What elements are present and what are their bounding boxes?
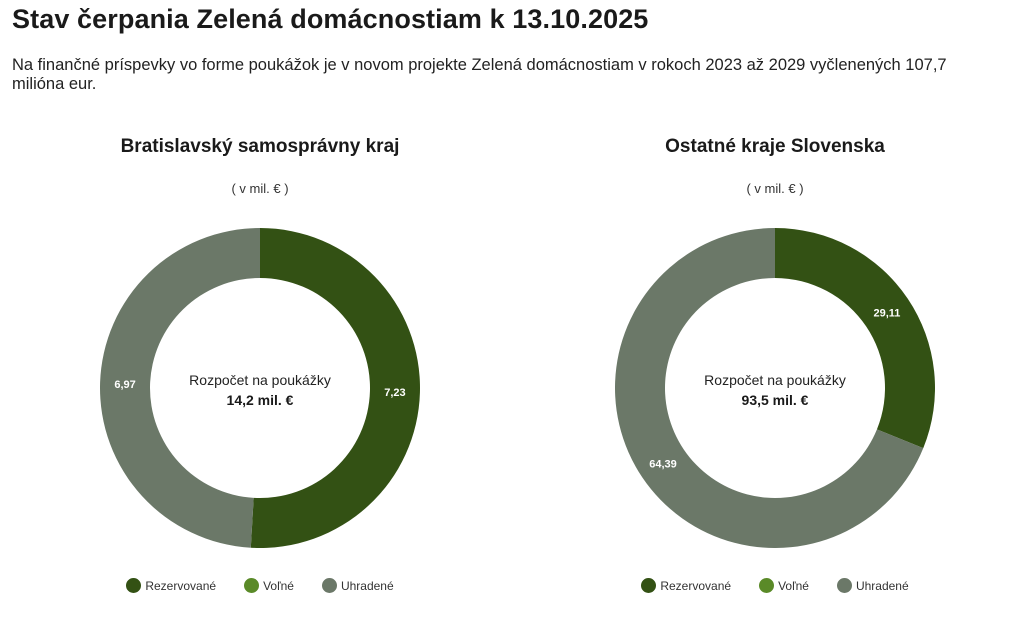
legend-item-uhradene[interactable]: Uhradené [836, 578, 909, 593]
donut-chart-ostatne: 29,11 64,39 Rozpočet na poukážky 93,5 mil. … [615, 228, 935, 548]
legend-label: Voľné [263, 578, 294, 593]
center-value: 93,5 mil. € [742, 392, 809, 408]
legend-swatch-uhradene [836, 578, 852, 593]
donut-slice-rezervovane[interactable] [250, 228, 420, 548]
legend-label: Uhradené [340, 578, 394, 593]
page-subtitle: Na finančné príspevky vo forme poukážok … [12, 56, 947, 93]
chart-title: Ostatné kraje Slovenska [665, 136, 885, 157]
slice-value-label: 7,23 [384, 387, 405, 399]
legend-item-rezervovane[interactable]: Rezervované [126, 578, 216, 593]
center-value: 14,2 mil. € [227, 392, 294, 408]
chart-panel-ostatne: Ostatné kraje Slovenska ( v mil. € ) 29,… [525, 128, 1024, 618]
legend-label: Voľné [778, 578, 809, 593]
legend-label: Rezervované [145, 578, 217, 593]
legend-item-rezervovane[interactable]: Rezervované [641, 578, 731, 593]
legend-swatch-uhradene [321, 578, 337, 593]
page-title: Stav čerpania Zelená domácnostiam k 13.1… [12, 4, 649, 34]
legend-swatch-volne [244, 578, 260, 593]
legend-swatch-rezervovane [641, 578, 657, 593]
chart-unit-label: ( v mil. € ) [746, 181, 804, 196]
chart-panel-bratislava: Bratislavský samosprávny kraj ( v mil. €… [10, 128, 510, 618]
legend-item-uhradene[interactable]: Uhradené [321, 578, 394, 593]
slice-value-label: 6,97 [114, 379, 135, 391]
center-label: Rozpočet na poukážky [189, 372, 331, 388]
legend-label: Uhradené [855, 578, 909, 593]
legend-item-volne[interactable]: Voľné [244, 578, 294, 593]
chart-title: Bratislavský samosprávny kraj [120, 136, 400, 157]
donut-slice-rezervovane[interactable] [775, 228, 935, 449]
chart-unit-label: ( v mil. € ) [231, 181, 289, 196]
legend-swatch-volne [759, 578, 775, 593]
slice-value-label: 64,39 [649, 458, 677, 470]
chart-legend: Rezervované Voľné Uhradené [525, 578, 1024, 593]
donut-slice-uhradene[interactable] [615, 228, 924, 548]
chart-legend: Rezervované Voľné Uhradené [10, 578, 510, 593]
donut-chart-bratislava: 7,23 6,97 Rozpočet na poukážky 14,2 mil. € [100, 228, 420, 548]
legend-item-volne[interactable]: Voľné [759, 578, 809, 593]
legend-label: Rezervované [660, 578, 732, 593]
slice-value-label: 29,11 [874, 308, 901, 320]
center-label: Rozpočet na poukážky [704, 372, 846, 388]
donut-slice-uhradene[interactable] [100, 228, 260, 548]
legend-swatch-rezervovane [126, 578, 142, 593]
